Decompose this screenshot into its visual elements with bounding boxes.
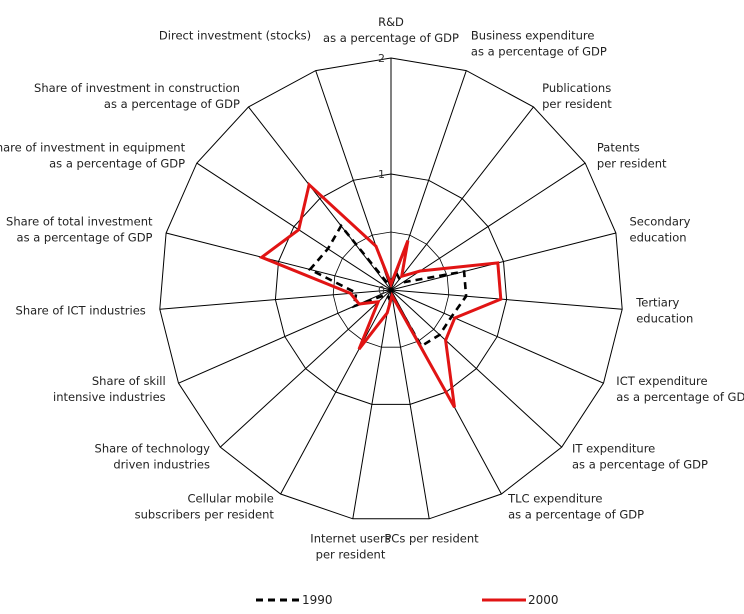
axis-labels: R&D as a percentage of GDP Business expend… <box>0 15 744 562</box>
grid-spoke <box>391 233 616 290</box>
axis-label: Cellular mobile subscribers per resident <box>135 491 275 521</box>
axis-label-line: Publications <box>542 81 611 95</box>
axis-label-line: as a percentage of GDP <box>508 507 644 521</box>
axis-label-line: Business expenditure <box>471 28 595 42</box>
axis-label: Share of ICT industries <box>16 303 146 317</box>
axis-label-line: as a percentage of GDP <box>616 390 744 404</box>
axis-label-line: IT expenditure <box>572 442 655 456</box>
axis-label: Publications per resident <box>542 81 612 111</box>
tick-label: 2 <box>378 52 385 65</box>
legend: 1990 2000 <box>256 593 559 607</box>
axis-label-line: Share of total investment <box>6 215 153 229</box>
axis-label-line: per resident <box>316 548 386 562</box>
axis-label-line: as a percentage of GDP <box>572 458 708 472</box>
tick-label: 1 <box>378 168 385 181</box>
axis-label: Share of investment in construction as a … <box>34 81 240 111</box>
axis-label-line: Share of skill <box>92 374 166 388</box>
grid-spoke <box>391 107 534 290</box>
axis-label-line: subscribers per resident <box>135 507 275 521</box>
axis-label-line: Cellular mobile <box>187 491 273 505</box>
axis-label: Business expenditure as a percentage of G… <box>471 28 607 58</box>
tick-label: 0 <box>378 284 385 297</box>
axis-label-line: Secondary <box>630 215 691 229</box>
axis-label-line: education <box>636 311 693 325</box>
axis-label-line: Share of ICT industries <box>16 303 146 317</box>
axis-label: TLC expenditure as a percentage of GDP <box>507 491 644 521</box>
axis-label-line: as a percentage of GDP <box>471 44 607 58</box>
axis-label-line: TLC expenditure <box>507 491 602 505</box>
axis-label: Patents per resident <box>597 141 667 171</box>
axis-label: Share of technology driven industries <box>95 442 211 472</box>
axis-label-line: as a percentage of GDP <box>49 157 185 171</box>
axis-label-line: ICT expenditure <box>616 374 707 388</box>
grid-spoke <box>391 290 562 447</box>
axis-label-line: Internet users <box>310 532 390 546</box>
axis-label-line: Direct investment (stocks) <box>159 28 311 42</box>
axis-label: Secondary education <box>630 215 691 245</box>
axis-label-line: per resident <box>542 97 612 111</box>
axis-label-line: intensive industries <box>53 390 166 404</box>
legend-label-2000: 2000 <box>528 593 559 607</box>
axis-label-line: R&D <box>378 15 404 29</box>
axis-label-line: PCs per resident <box>384 532 479 546</box>
axis-label-line: as a percentage of GDP <box>104 97 240 111</box>
axis-label-line: driven industries <box>113 458 210 472</box>
axis-label: Share of total investment as a percentage… <box>6 215 153 245</box>
axis-label: Tertiary education <box>635 295 693 325</box>
axis-label: Direct investment (stocks) <box>159 28 311 42</box>
axis-label: Share of investment in equipment as a per… <box>0 141 186 171</box>
grid-spoke <box>166 233 391 290</box>
axis-label: R&D as a percentage of GDP <box>323 15 459 45</box>
axis-label-line: per resident <box>597 157 667 171</box>
radar-grid <box>160 58 622 519</box>
grid-spoke <box>391 290 604 383</box>
axis-label-line: education <box>630 231 687 245</box>
axis-label-line: Share of technology <box>95 442 211 456</box>
axis-label: IT expenditure as a percentage of GDP <box>572 442 708 472</box>
axis-label: Share of skill intensive industries <box>53 374 166 404</box>
axis-label: ICT expenditure as a percentage of GDP <box>616 374 744 404</box>
grid-spoke <box>220 290 391 447</box>
axis-label: PCs per resident <box>384 532 479 546</box>
axis-label-line: as a percentage of GDP <box>323 31 459 45</box>
legend-label-1990: 1990 <box>302 593 333 607</box>
axis-label: Internet users per resident <box>310 532 390 562</box>
axis-label-line: Share of investment in construction <box>34 81 240 95</box>
axis-label-line: Share of investment in equipment <box>0 141 186 155</box>
grid-spoke <box>391 290 622 309</box>
axis-label-line: Tertiary <box>635 295 679 309</box>
axis-label-line: as a percentage of GDP <box>17 231 153 245</box>
axis-label-line: Patents <box>597 141 640 155</box>
